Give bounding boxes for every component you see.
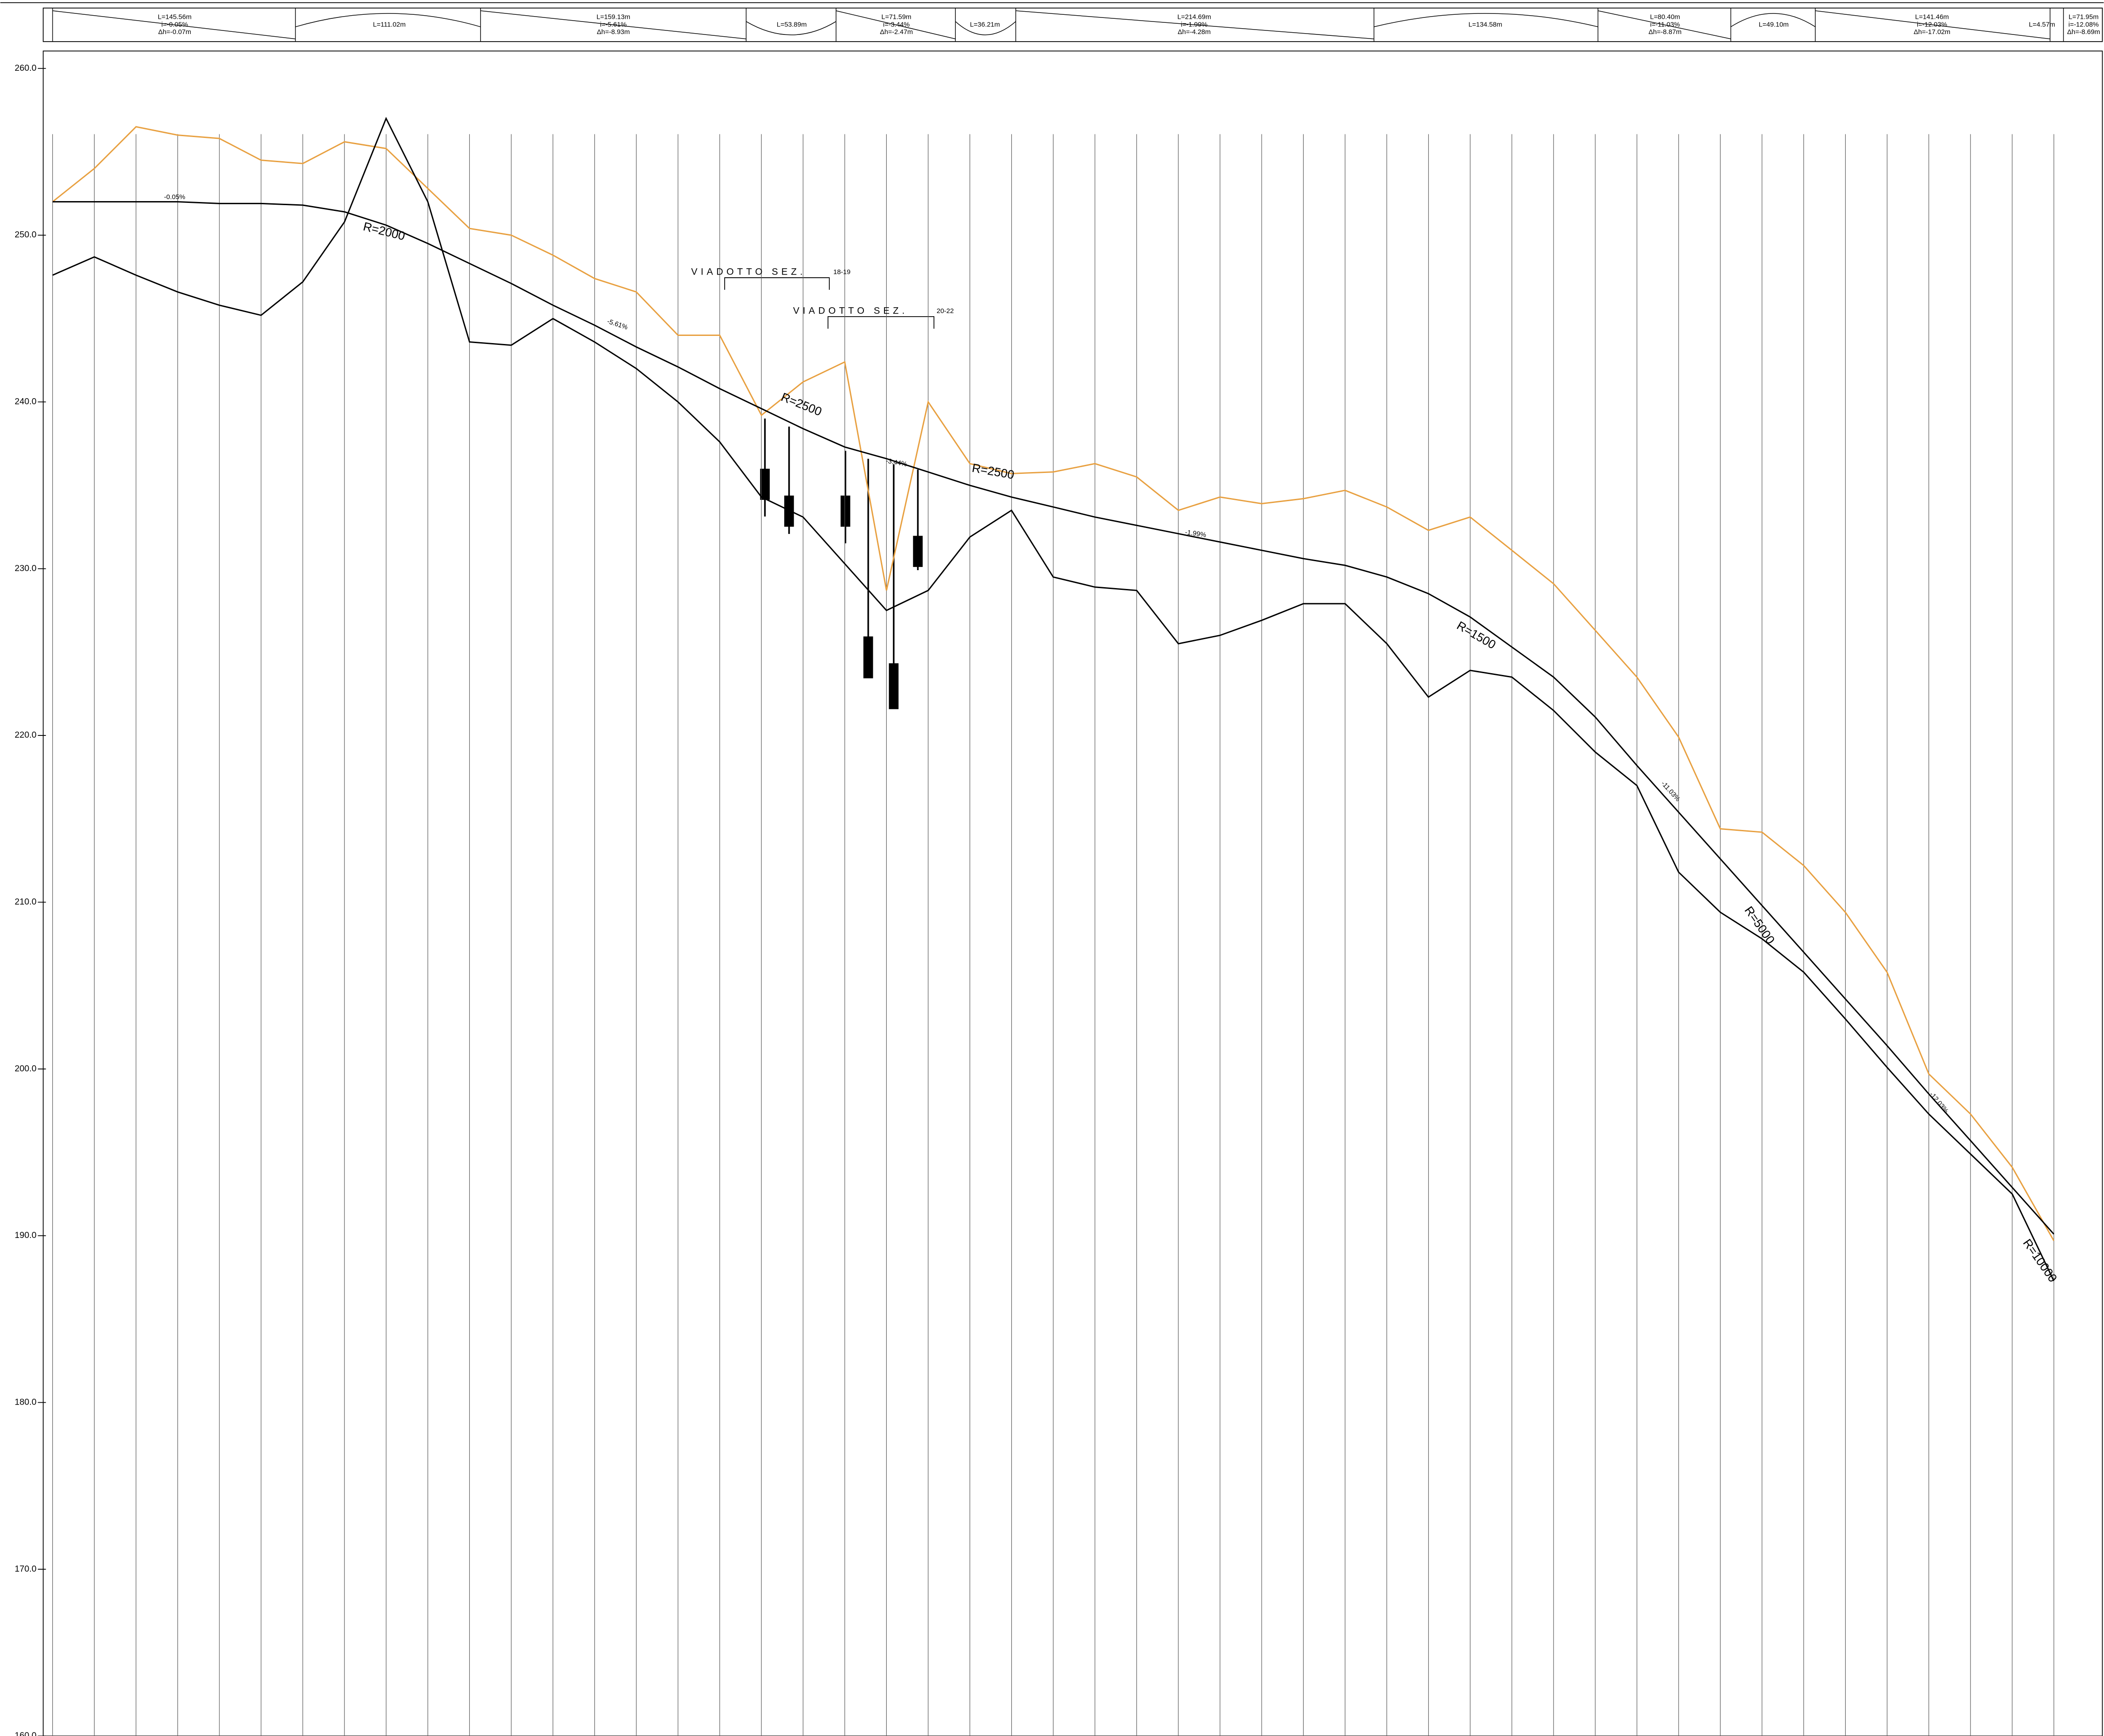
header-label: L=134.58m <box>1469 21 1502 28</box>
header-label: i=-0.05% <box>161 21 188 28</box>
y-tick-label: 160.0 <box>15 1731 37 1736</box>
header-label: Δh=-8.93m <box>597 28 630 36</box>
y-tick-label: 230.0 <box>15 563 37 573</box>
header-label: i=-3.44% <box>883 21 910 28</box>
header-label: L=71.59m <box>881 13 911 21</box>
y-tick-label: 240.0 <box>15 397 37 407</box>
header-label: Δh=-4.28m <box>1178 28 1211 36</box>
header-label: L=159.13m <box>597 13 630 21</box>
annotation: 20-22 <box>936 307 953 315</box>
header-label: Δh=-17.02m <box>1914 28 1950 36</box>
page: {"chart_data": { "type": "line", "catego… <box>0 0 2104 1736</box>
header-label: L=4.57m <box>2029 21 2055 28</box>
header-label: i=-5.61% <box>600 21 627 28</box>
y-tick-label: 190.0 <box>15 1230 37 1240</box>
annotation: -0.05% <box>164 193 185 201</box>
header-label: L=53.89m <box>777 21 807 28</box>
header-label: Δh=-8.69m <box>2067 28 2100 36</box>
header-label: L=214.69m <box>1177 13 1211 21</box>
y-tick-label: 200.0 <box>15 1064 37 1074</box>
header-label: L=111.02m <box>373 21 406 28</box>
y-tick-label: 250.0 <box>15 230 37 240</box>
header-label: L=145.56m <box>158 13 191 21</box>
annotation: VIADOTTO SEZ. <box>793 305 908 316</box>
header-label: i=-11.03% <box>1650 21 1680 28</box>
header-label: L=80.40m <box>1650 13 1680 21</box>
header-label: i=-12.08% <box>2069 21 2099 28</box>
y-tick-label: 170.0 <box>15 1564 37 1574</box>
header-label: L=49.10m <box>1759 21 1789 28</box>
y-tick-label: 210.0 <box>15 897 37 907</box>
header-label: Δh=-0.07m <box>158 28 191 36</box>
header-label: Δh=-8.87m <box>1649 28 1682 36</box>
y-tick-label: 220.0 <box>15 730 37 740</box>
chart: L=145.56mi=-0.05%Δh=-0.07m L=111.02m L=159… <box>0 0 2104 1736</box>
background <box>0 0 2104 1736</box>
header-label: L=71.95m <box>2069 13 2099 21</box>
annotation: 18-19 <box>833 268 850 276</box>
header-label: Δh=-2.47m <box>880 28 913 36</box>
header-label: L=36.21m <box>970 21 1000 28</box>
header-label: L=141.46m <box>1915 13 1949 21</box>
annotation: VIADOTTO SEZ. <box>691 267 806 277</box>
header-label: i=-12.03% <box>1917 21 1947 28</box>
header-label: i=-1.99% <box>1181 21 1208 28</box>
y-tick-label: 260.0 <box>15 63 37 73</box>
y-tick-label: 180.0 <box>15 1397 37 1407</box>
